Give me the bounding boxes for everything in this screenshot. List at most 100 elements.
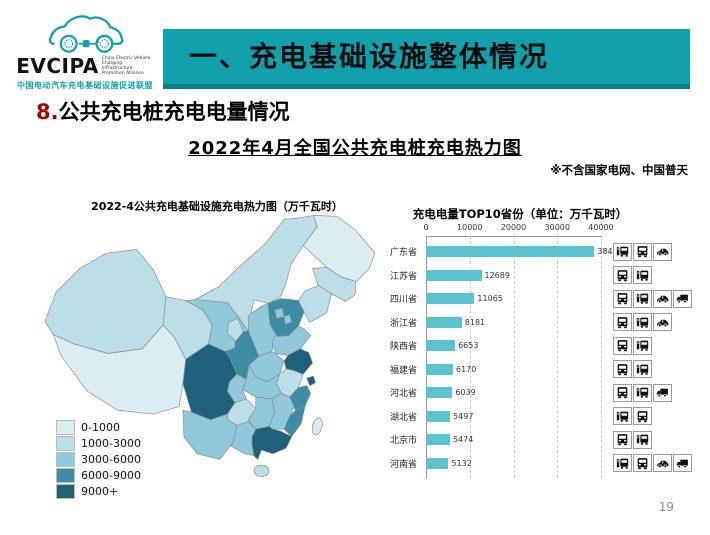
bar-cell: 11065: [426, 293, 601, 305]
truck-icon: [653, 383, 672, 402]
bar-row: 湖北省 5497: [390, 405, 710, 429]
bar-category-label: 浙江省: [390, 318, 418, 329]
bar-category-label: 北京市: [390, 436, 418, 447]
province-liaoning: [298, 285, 332, 323]
charging-bus-icon: [633, 336, 652, 355]
china-choropleth-map: [44, 215, 376, 477]
section-number: 8.: [36, 100, 59, 124]
vehicle-icons: [613, 336, 653, 355]
bar-value: 11065: [477, 294, 503, 304]
bar-value: 6170: [455, 364, 477, 374]
sedan-icon: [653, 313, 672, 332]
legend-item: 9000+: [56, 484, 141, 499]
bar: [426, 293, 475, 305]
bar: [426, 457, 449, 469]
chart-title: 充电电量TOP10省份（单位：万千瓦时）: [412, 207, 628, 221]
legend-item: 6000-9000: [56, 468, 141, 483]
logo-tagline-en: China Electric Vehicle Charging Infrastr…: [101, 56, 151, 76]
bar-cell: 38467: [426, 246, 623, 258]
bar-cell: 6170: [426, 363, 601, 375]
legend-label: 3000-6000: [81, 453, 141, 466]
bar-cell: 5132: [426, 457, 601, 469]
logo-acronym: EVCIPA: [16, 54, 99, 78]
bar-category-label: 河北省: [390, 389, 418, 400]
bar: [426, 316, 462, 328]
bar: [426, 340, 456, 352]
bar-row: 浙江省 8181: [390, 311, 710, 335]
section-title: 公共充电桩充电电量情况: [58, 100, 290, 124]
legend-item: 3000-6000: [56, 452, 141, 467]
bar-row: 北京市 5474: [390, 428, 710, 452]
vehicle-icons: [613, 454, 693, 473]
sedan-icon: [653, 242, 672, 261]
province-guangdong: [251, 426, 293, 460]
vehicle-icons: [613, 383, 673, 402]
charging-bus-icon: [633, 430, 652, 449]
charging-bus-icon: [613, 407, 632, 426]
vehicle-icons: [613, 289, 693, 308]
charging-bus-icon: [633, 383, 652, 402]
bar-value: 5497: [453, 411, 474, 421]
top10-bar-chart: 充电电量TOP10省份（单位：万千瓦时） 0 10000 20000 30000 400…: [390, 206, 710, 486]
legend-label: 0-1000: [81, 421, 120, 434]
legend-label: 9000+: [81, 485, 119, 498]
bus-icon: [613, 289, 632, 308]
section-heading: 8.公共充电桩充电电量情况: [36, 96, 290, 126]
bus-icon: [633, 454, 652, 473]
bar: [426, 387, 453, 399]
bar: [426, 434, 450, 446]
charging-bus-icon: [633, 289, 652, 308]
exclusion-note: ※不含国家电网、中国普天: [550, 163, 688, 177]
charging-bus-icon: [633, 360, 652, 379]
province-beijing: [274, 307, 285, 319]
sedan-icon: [653, 289, 672, 308]
bar-row: 四川省 11065: [390, 287, 710, 311]
legend-item: 1000-3000: [56, 436, 141, 451]
vehicle-icons: [613, 430, 653, 449]
bus-icon: [613, 383, 632, 402]
province-hainan: [253, 464, 270, 477]
legend-label: 1000-3000: [81, 437, 141, 450]
bar-cell: 5497: [426, 410, 601, 422]
x-axis-line: [426, 236, 602, 237]
bar: [426, 363, 453, 375]
bar-row: 广东省 38467: [390, 240, 710, 264]
charging-bus-icon: [633, 266, 652, 285]
bar-category-label: 河南省: [390, 459, 418, 470]
chart-rows: 广东省 38467 江苏省 12689 四川省 11065 浙江省 8181 陕西省 6653 福建…: [390, 240, 710, 475]
legend-item: 0-1000: [56, 420, 141, 435]
bar: [426, 410, 451, 422]
bar-category-label: 广东省: [390, 248, 418, 259]
bus-icon: [613, 430, 632, 449]
vehicle-icons: [613, 242, 673, 261]
bar-row: 陕西省 6653: [390, 334, 710, 358]
heatmap-panel: 2022-4公共充电基础设施充电热力图（万千瓦时） 0-1000: [42, 198, 392, 500]
charging-bus-icon: [613, 242, 632, 261]
bar-value: 38467: [597, 247, 623, 257]
bar-category-label: 江苏省: [390, 271, 418, 282]
bar-cell: 6039: [426, 387, 601, 399]
axis-tick-label: 0: [423, 223, 429, 232]
ev-car-icon: [48, 15, 124, 53]
province-guangxi: [230, 421, 257, 456]
sedan-icon: [653, 454, 672, 473]
legend-swatch: [56, 484, 75, 499]
province-hubei: [242, 364, 282, 400]
bar-cell: 5474: [426, 434, 601, 446]
vehicle-icons: [613, 266, 653, 285]
vehicle-icons: [613, 360, 653, 379]
map-title: 2022-4公共充电基础设施充电热力图（万千瓦时）: [91, 200, 343, 213]
province-xinjiang: [44, 249, 167, 354]
legend-swatch: [56, 420, 75, 435]
evcipa-logo: EVCIPA China Electric Vehicle Charging I…: [12, 6, 158, 94]
bus-icon: [633, 242, 652, 261]
legend-label: 6000-9000: [81, 469, 141, 482]
bar-category-label: 湖北省: [390, 412, 418, 423]
bar-value: 5132: [451, 458, 472, 468]
bar-category-label: 四川省: [390, 295, 418, 306]
legend-swatch: [56, 436, 75, 451]
bar-cell: 12689: [426, 269, 601, 281]
bar-value: 5474: [452, 435, 474, 445]
map-legend: 0-1000 1000-3000 3000-6000 6000-9000 9000+: [56, 420, 141, 500]
bar: [426, 269, 482, 281]
